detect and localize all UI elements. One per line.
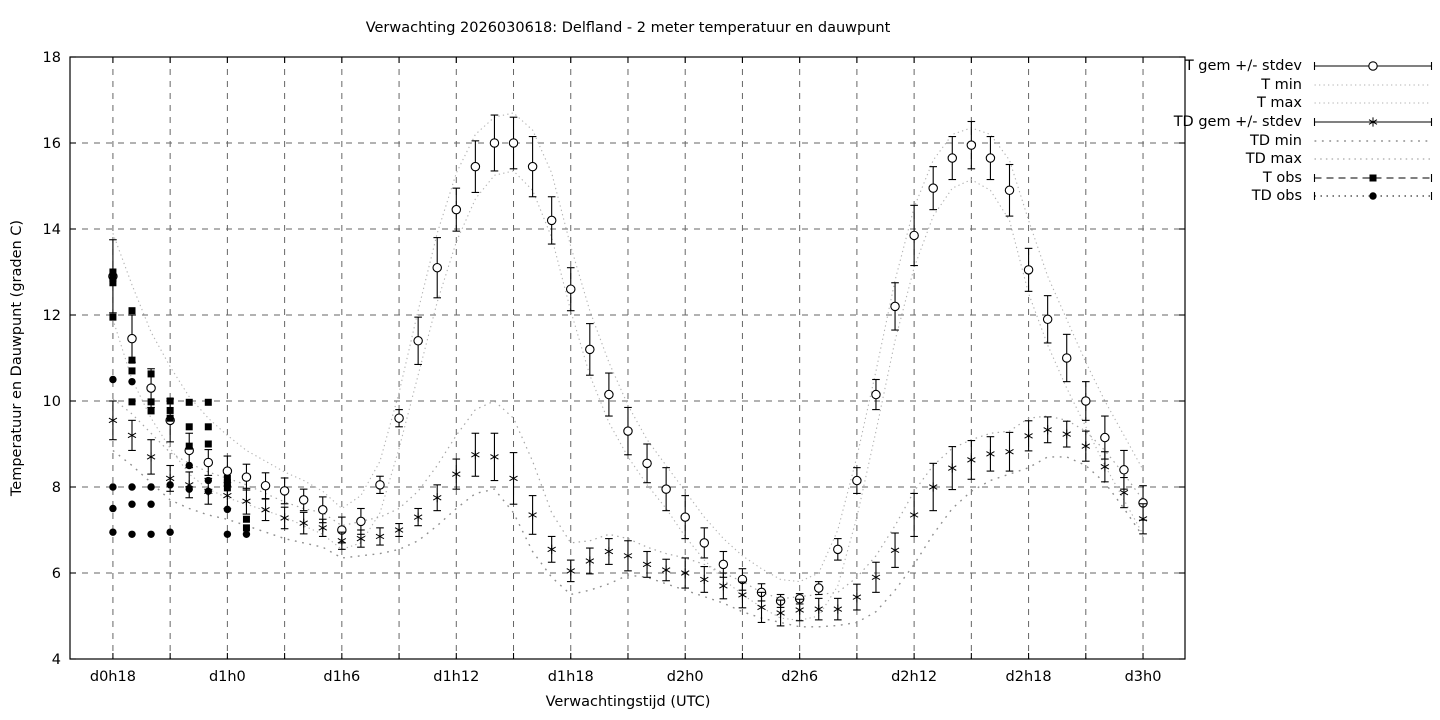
- x-tick-label: d1h0: [209, 669, 246, 685]
- y-tick-label: 18: [43, 50, 61, 66]
- x-tick-label: d2h6: [781, 669, 818, 685]
- series-td-max: [112, 398, 1144, 600]
- x-tick-label: d1h6: [323, 669, 360, 685]
- axes: [69, 56, 1186, 660]
- tick-labels: d0h18 d1h0 d1h6 d1h12 d1h18 d2h0 d2h6 d2h12 d2h1…: [43, 50, 1162, 685]
- legend-label: T obs: [1262, 169, 1302, 186]
- x-tick-label: d1h12: [433, 669, 479, 685]
- chart-title: Verwachting 2026030618: Delfland - 2 met…: [365, 20, 891, 36]
- legend-symbol-td-min: [1314, 139, 1432, 142]
- legend-symbol-t-min: [1314, 84, 1432, 86]
- x-tick-label: d2h12: [891, 669, 937, 685]
- y-tick-label: 10: [43, 394, 61, 410]
- legend-item-t-gem: T gem +/- stdev: [1174, 57, 1434, 76]
- x-axis-label: Verwachtingstijd (UTC): [545, 694, 711, 710]
- series-t-gem-stdev: [108, 114, 1148, 608]
- legend-label: T min: [1261, 76, 1302, 93]
- y-tick-label: 12: [43, 308, 61, 324]
- legend-item-t-obs: T obs: [1174, 169, 1434, 188]
- legend-label: TD min: [1250, 132, 1302, 149]
- series-td-obs: [109, 375, 251, 538]
- y-tick-label: 16: [43, 136, 61, 152]
- legend-label: T gem +/- stdev: [1184, 58, 1302, 75]
- legend-symbol-td-gem: [1313, 117, 1433, 127]
- legend-item-td-obs: TD obs: [1174, 187, 1434, 206]
- legend-symbol-td-obs: [1313, 192, 1433, 201]
- series-td-min: [112, 449, 1144, 628]
- y-tick-label: 8: [52, 480, 61, 496]
- y-tick-label: 14: [43, 222, 61, 238]
- legend-symbol-t-max: [1314, 102, 1432, 105]
- legend-item-td-min: TD min: [1174, 131, 1434, 150]
- series-td-gem-stdev: [108, 400, 1148, 627]
- legend-item-td-gem: TD gem +/- stdev: [1174, 113, 1434, 132]
- y-tick-label: 6: [52, 566, 61, 582]
- legend-item-td-max: TD max: [1174, 150, 1434, 169]
- x-tick-label: d3h0: [1125, 669, 1162, 685]
- legend-label: T max: [1256, 95, 1302, 112]
- legend-symbol-t-gem: [1313, 61, 1433, 72]
- legend-label: TD gem +/- stdev: [1173, 114, 1302, 131]
- x-tick-label: d1h18: [548, 669, 594, 685]
- x-tick-label: d2h18: [1006, 669, 1052, 685]
- x-tick-label: d0h18: [90, 669, 136, 685]
- x-tick-label: d2h0: [667, 669, 704, 685]
- legend-symbol-td-max: [1314, 158, 1432, 160]
- y-tick-label: 4: [52, 652, 61, 668]
- legend: T gem +/- stdev T min T max TD gem +/- s…: [1174, 57, 1434, 206]
- legend-label: TD obs: [1251, 188, 1302, 205]
- legend-item-t-max: T max: [1174, 94, 1434, 113]
- legend-symbol-t-obs: [1313, 173, 1433, 182]
- series-t-obs: [109, 268, 250, 532]
- legend-item-t-min: T min: [1174, 76, 1434, 95]
- legend-label: TD max: [1245, 151, 1302, 168]
